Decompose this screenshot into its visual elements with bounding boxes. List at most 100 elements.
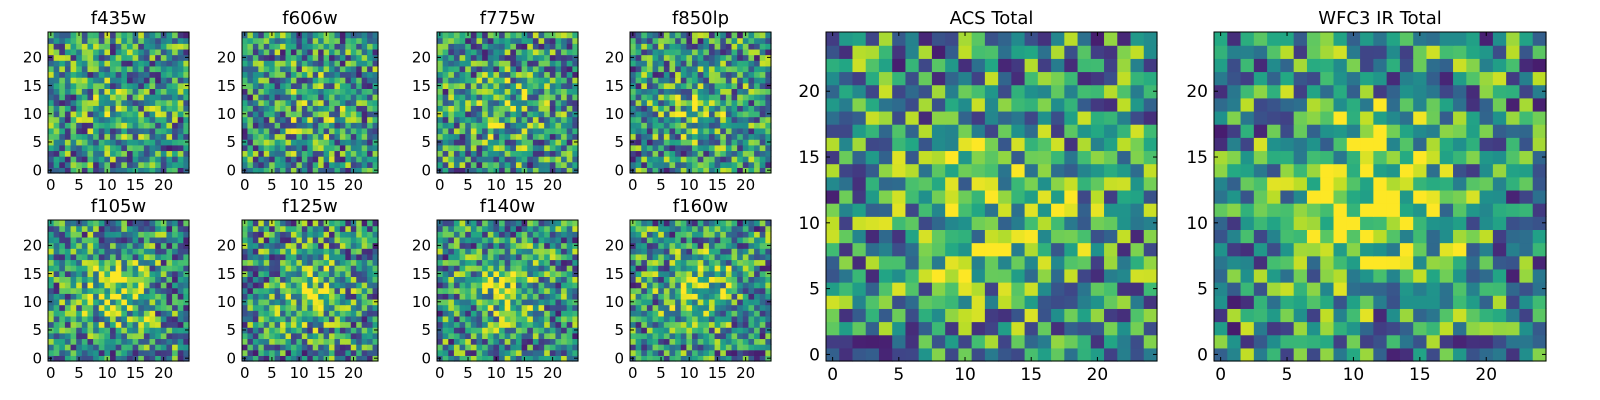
heatmap-cell	[155, 43, 162, 50]
heatmap-cell	[329, 150, 336, 157]
heatmap-cell	[725, 37, 733, 44]
heatmap-cell	[149, 133, 156, 140]
heatmap-cell	[345, 253, 352, 261]
heatmap-cell	[566, 321, 573, 328]
heatmap-cell	[334, 321, 341, 328]
heatmap-cell	[641, 315, 648, 323]
heatmap-cell	[132, 139, 139, 146]
heatmap-cell	[493, 242, 500, 249]
heatmap-cell	[143, 287, 151, 294]
heatmap-cell	[737, 167, 744, 174]
heatmap-cell	[635, 60, 642, 67]
heatmap-cell	[350, 315, 357, 323]
heatmap-cell	[285, 265, 292, 272]
heatmap-cell	[697, 110, 704, 118]
heatmap-cell	[48, 248, 55, 255]
heatmap-cell	[177, 156, 184, 163]
heatmap-cell	[759, 327, 766, 334]
heatmap-cell	[686, 88, 693, 95]
heatmap-cell	[252, 344, 259, 351]
heatmap-cell	[367, 37, 374, 44]
heatmap-cell	[301, 77, 308, 84]
heatmap-cell	[549, 327, 557, 334]
heatmap-cell	[448, 304, 455, 311]
heatmap-cell	[93, 167, 100, 174]
heatmap-cell	[48, 332, 55, 340]
heatmap-cell	[307, 242, 314, 249]
heatmap-cell	[285, 161, 292, 168]
heatmap-cell	[274, 105, 281, 112]
heatmap-cell	[742, 304, 750, 311]
heatmap-cell	[759, 94, 766, 101]
heatmap-cell	[714, 133, 721, 140]
heatmap-cell	[372, 99, 379, 106]
heatmap-cell	[652, 282, 659, 289]
heatmap-cell	[339, 338, 346, 345]
heatmap-cell	[172, 133, 179, 140]
heatmap-cell	[126, 282, 134, 289]
heatmap-cell	[572, 259, 579, 266]
heatmap-cell	[465, 88, 472, 95]
heatmap-cell	[549, 122, 557, 129]
heatmap-cell	[697, 344, 704, 351]
heatmap-cell	[318, 236, 325, 244]
heatmap-cell	[70, 270, 77, 277]
heatmap-cell	[104, 253, 111, 261]
heatmap-cell	[64, 122, 72, 129]
heatmap-cell	[680, 60, 687, 67]
heatmap-cell	[177, 37, 184, 44]
heatmap-cell	[242, 349, 249, 356]
heatmap-cell	[59, 248, 66, 255]
heatmap-cell	[510, 349, 517, 356]
heatmap-cell	[510, 287, 517, 294]
heatmap-cell	[527, 293, 534, 300]
heatmap-cell	[323, 99, 330, 106]
heatmap-cell	[126, 37, 134, 44]
heatmap-cell	[132, 231, 139, 238]
heatmap-cell	[87, 43, 94, 50]
heatmap-cell	[708, 105, 716, 112]
heatmap-cell	[252, 150, 259, 157]
heatmap-cell	[334, 43, 341, 50]
heatmap-cell	[459, 349, 466, 356]
heatmap-cell	[442, 43, 449, 50]
x-tick-label: 15	[126, 176, 145, 194]
heatmap-cell	[527, 77, 534, 84]
heatmap-cell	[487, 110, 494, 118]
heatmap-cell	[708, 167, 716, 174]
heatmap-cell	[59, 242, 66, 249]
heatmap-cell	[675, 48, 682, 56]
heatmap-cell	[307, 310, 314, 317]
heatmap-cell	[177, 315, 184, 323]
heatmap-cell	[459, 236, 466, 244]
heatmap-cell	[515, 43, 523, 50]
heatmap-cell	[686, 327, 693, 334]
heatmap-cell	[487, 236, 494, 244]
y-tick-label: 15	[217, 265, 236, 283]
heatmap-cell	[155, 144, 162, 152]
heatmap-cell	[731, 144, 738, 152]
heatmap-cell	[482, 139, 489, 146]
heatmap-cell	[280, 315, 287, 323]
heatmap-cell	[482, 60, 489, 67]
heatmap-cell	[737, 43, 744, 50]
heatmap-cell	[334, 327, 341, 334]
heatmap-cell	[172, 315, 179, 323]
heatmap-cell	[269, 298, 276, 306]
heatmap-cell	[53, 338, 60, 345]
heatmap-cell	[110, 43, 117, 50]
heatmap-cell	[356, 122, 363, 129]
heatmap-cell	[285, 65, 292, 73]
heatmap-cell	[104, 110, 111, 118]
heatmap-cell	[675, 327, 682, 334]
heatmap-cell	[356, 133, 363, 140]
heatmap-cell	[350, 144, 357, 152]
heatmap-cell	[177, 32, 184, 39]
heatmap-cell	[663, 344, 671, 351]
heatmap-cell	[759, 54, 766, 61]
heatmap-cell	[339, 310, 346, 317]
heatmap-cell	[459, 231, 466, 238]
heatmap-cell	[312, 54, 319, 61]
heatmap-cell	[296, 327, 303, 334]
heatmap-cell	[367, 88, 374, 95]
